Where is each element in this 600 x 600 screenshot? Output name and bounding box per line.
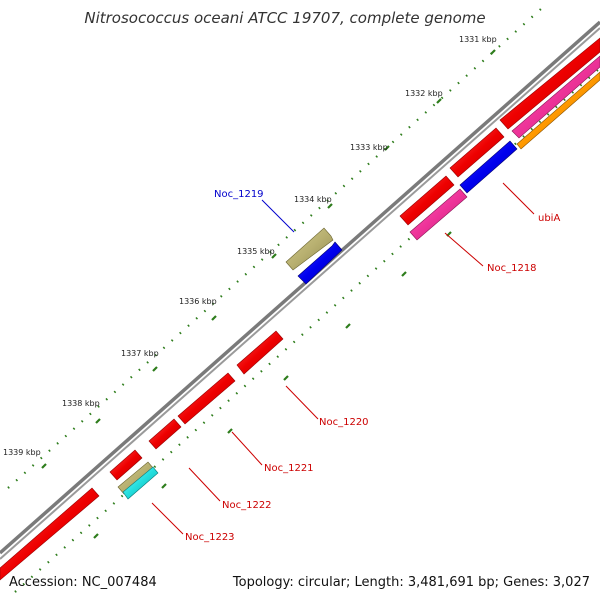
cds-feature-pink-upper[interactable] xyxy=(511,55,600,139)
gene-label-ubia[interactable]: ubiA xyxy=(538,213,560,224)
backbone-line-inner xyxy=(0,27,600,560)
cds-feature-noc1219-khaki[interactable] xyxy=(285,227,334,271)
cds-feature-noc1218-red[interactable] xyxy=(449,127,505,178)
map-title: Nitrosococcus oceani ATCC 19707, complet… xyxy=(84,9,485,27)
gene-label-noc1218[interactable]: Noc_1218 xyxy=(487,263,537,274)
lower-cds-group xyxy=(0,330,284,581)
forward-cds-group xyxy=(399,37,600,241)
leader-noc1219 xyxy=(261,199,295,233)
kbp-label-1334: 1334 kbp xyxy=(294,195,332,204)
kbp-label-1331: 1331 kbp xyxy=(459,35,497,44)
gene-label-noc1222[interactable]: Noc_1222 xyxy=(222,500,272,511)
topology-summary-text: Topology: circular; Length: 3,481,691 bp… xyxy=(232,575,590,590)
cds-feature-noc1219-blue[interactable] xyxy=(297,241,343,285)
kbp-label-1338: 1338 kbp xyxy=(62,399,100,408)
cds-feature-noc1221b[interactable] xyxy=(148,418,182,450)
backbone-line-outer xyxy=(0,20,600,555)
cds-feature-orange[interactable] xyxy=(516,71,600,150)
kbp-label-1337: 1337 kbp xyxy=(121,349,159,358)
gene-label-noc1220[interactable]: Noc_1220 xyxy=(319,417,369,428)
cds-feature-noc1222[interactable] xyxy=(109,449,143,481)
kbp-label-1336: 1336 kbp xyxy=(179,297,217,306)
cds-feature-top-right[interactable] xyxy=(499,37,600,130)
leader-noc1218 xyxy=(444,232,484,267)
gene-label-noc1221[interactable]: Noc_1221 xyxy=(264,463,314,474)
cds-feature-noc1221[interactable] xyxy=(177,372,236,425)
cds-feature-ubia-red[interactable] xyxy=(399,175,455,226)
cds-feature-noc1220[interactable] xyxy=(236,330,284,375)
cds-feature-noc1218-pink[interactable] xyxy=(409,188,468,241)
leader-noc1221 xyxy=(231,431,263,466)
leader-noc1223 xyxy=(151,502,184,535)
leader-ubia xyxy=(502,182,535,215)
inner-major-ticks xyxy=(93,123,548,539)
gene-label-noc1219[interactable]: Noc_1219 xyxy=(214,189,264,200)
cds-feature-ubia-blue[interactable] xyxy=(459,140,518,194)
leader-noc1220 xyxy=(285,385,319,420)
cds-feature-bottom-left[interactable] xyxy=(0,487,100,581)
leader-noc1222 xyxy=(188,467,221,502)
kbp-label-1332: 1332 kbp xyxy=(405,89,443,98)
kbp-label-1333: 1333 kbp xyxy=(350,143,388,152)
kbp-label-1339: 1339 kbp xyxy=(3,448,41,457)
cds-feature-noc1223-cyan[interactable] xyxy=(122,466,159,500)
label-leaders xyxy=(151,182,535,535)
kbp-label-1335: 1335 kbp xyxy=(237,247,275,256)
noc1219-cds-group xyxy=(285,227,343,285)
accession-text: Accession: NC_007484 xyxy=(9,575,157,590)
outer-major-ticks xyxy=(41,49,496,469)
gene-label-noc1223[interactable]: Noc_1223 xyxy=(185,532,235,543)
